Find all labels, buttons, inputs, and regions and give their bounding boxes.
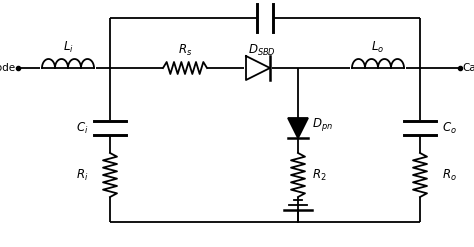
Text: Cat.: Cat.	[462, 63, 474, 73]
Text: $R_s$: $R_s$	[178, 43, 192, 58]
Text: $C_o$: $C_o$	[442, 121, 457, 136]
Text: Anode: Anode	[0, 63, 16, 73]
Text: $D_{SBD}$: $D_{SBD}$	[248, 43, 276, 58]
Polygon shape	[288, 118, 308, 138]
Text: $R_o$: $R_o$	[442, 167, 457, 183]
Text: $D_{pn}$: $D_{pn}$	[312, 116, 333, 132]
Text: $L_i$: $L_i$	[63, 40, 73, 55]
Text: $L_o$: $L_o$	[372, 40, 384, 55]
Text: $C_i$: $C_i$	[75, 121, 88, 136]
Text: $R_2$: $R_2$	[312, 167, 327, 183]
Text: $R_i$: $R_i$	[75, 167, 88, 183]
